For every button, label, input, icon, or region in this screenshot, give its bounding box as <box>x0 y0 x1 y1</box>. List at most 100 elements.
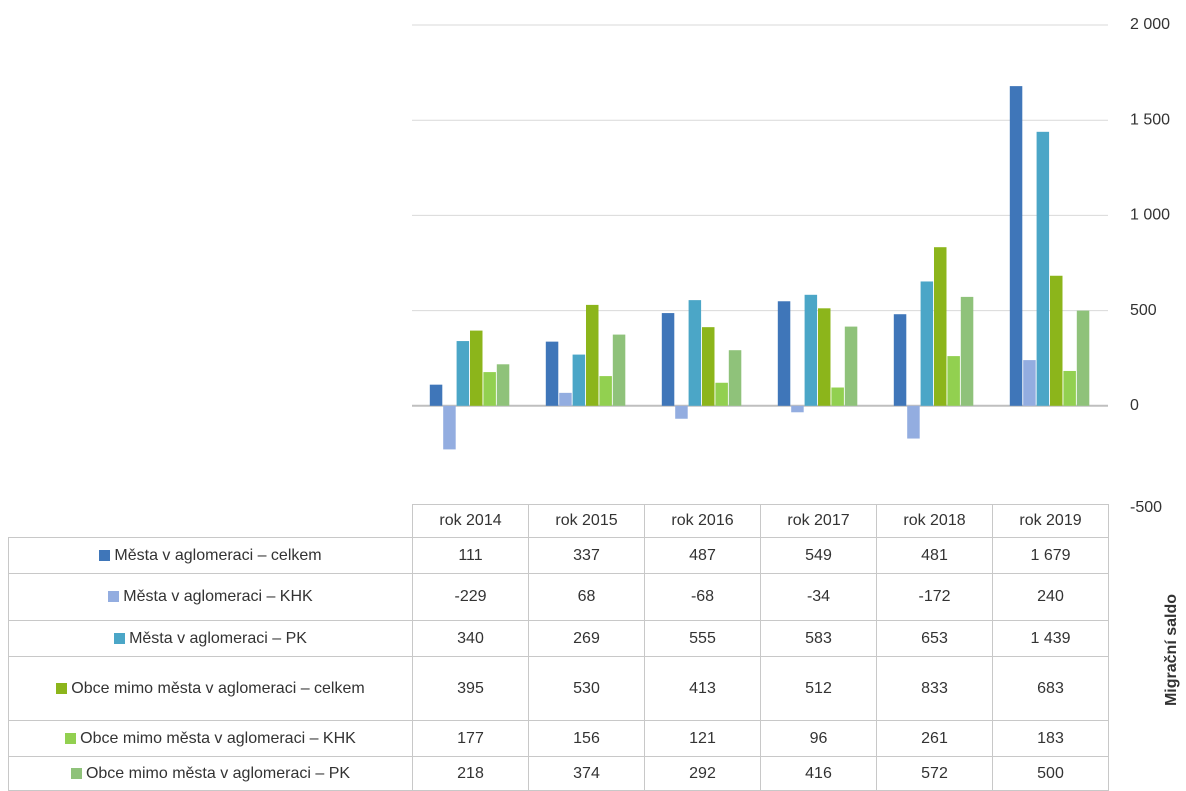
legend-entry: Města v aglomeraci – KHK <box>8 573 413 621</box>
bar <box>443 405 456 450</box>
bar <box>496 364 510 406</box>
table-value: 261 <box>876 720 993 757</box>
table-header: rok 2016 <box>644 504 761 538</box>
y-tick-label: 1 500 <box>1130 111 1170 128</box>
table-value: 374 <box>528 756 645 791</box>
table-value: 183 <box>992 720 1109 757</box>
bar <box>1076 310 1090 406</box>
bar <box>791 405 804 413</box>
y-tick-label: -500 <box>1130 499 1162 516</box>
table-value: 572 <box>876 756 993 791</box>
bar <box>728 350 742 406</box>
table-header: rok 2018 <box>876 504 993 538</box>
bar <box>483 372 496 406</box>
legend-swatch <box>114 632 126 644</box>
table-value: 555 <box>644 620 761 657</box>
table-value: 683 <box>992 656 1109 721</box>
bar <box>893 314 907 406</box>
bar <box>688 300 702 406</box>
y-axis-label: Migrační saldo <box>1163 594 1180 706</box>
legend-label: Obce mimo města v aglomeraci – KHK <box>80 729 356 747</box>
table-value: 292 <box>644 756 761 791</box>
bar <box>559 392 572 406</box>
legend-label: Obce mimo města v aglomeraci – PK <box>85 764 351 782</box>
table-value: 121 <box>644 720 761 757</box>
bar <box>1036 131 1050 406</box>
table-value: 337 <box>528 537 645 574</box>
legend-entry: Obce mimo města v aglomeraci – KHK <box>8 720 413 757</box>
table-value: 549 <box>760 537 877 574</box>
table-value: 240 <box>992 573 1109 621</box>
legend-swatch <box>65 732 77 744</box>
legend-label: Města v aglomeraci – celkem <box>114 546 322 564</box>
legend-label: Města v aglomeraci – PK <box>129 629 307 647</box>
bar <box>777 301 791 406</box>
table-value: 583 <box>760 620 877 657</box>
table-value: 111 <box>412 537 529 574</box>
table-value: 395 <box>412 656 529 721</box>
table-value: 512 <box>760 656 877 721</box>
table-value: 413 <box>644 656 761 721</box>
bar <box>612 334 626 406</box>
legend-label: Obce mimo města v aglomeraci – celkem <box>71 679 365 697</box>
y-tick-label: 2 000 <box>1130 16 1170 33</box>
bar <box>1023 360 1036 406</box>
bar <box>831 387 844 406</box>
y-tick-label: 500 <box>1130 302 1157 319</box>
legend-label: Města v aglomeraci – KHK <box>123 588 313 605</box>
bar <box>456 341 470 406</box>
table-value: 340 <box>412 620 529 657</box>
table-value: 416 <box>760 756 877 791</box>
table-value: 68 <box>528 573 645 621</box>
bar <box>1050 275 1063 406</box>
legend-swatch <box>99 549 111 561</box>
bar <box>661 313 675 406</box>
table-value: 218 <box>412 756 529 791</box>
bar <box>804 294 818 406</box>
bar <box>470 330 483 406</box>
y-tick-label: 1 000 <box>1130 207 1170 224</box>
bar <box>429 384 443 406</box>
bar <box>572 354 586 406</box>
table-value: 156 <box>528 720 645 757</box>
legend-entry: Obce mimo města v aglomeraci – PK <box>8 756 413 791</box>
bar <box>1009 86 1023 406</box>
bar <box>907 405 920 439</box>
legend-swatch <box>70 767 82 779</box>
table-header: rok 2019 <box>992 504 1109 538</box>
bar <box>960 296 974 406</box>
bar <box>947 356 960 406</box>
table-header: rok 2014 <box>412 504 529 538</box>
legend-entry: Města v aglomeraci – PK <box>8 620 413 657</box>
bar <box>934 247 947 406</box>
table-value: -34 <box>760 573 877 621</box>
y-tick-label: 0 <box>1130 397 1139 414</box>
table-value: -172 <box>876 573 993 621</box>
bar <box>675 405 688 419</box>
bar <box>586 304 599 406</box>
legend-swatch <box>108 591 120 603</box>
table-value: 530 <box>528 656 645 721</box>
table-header: rok 2017 <box>760 504 877 538</box>
table-value: -68 <box>644 573 761 621</box>
bar <box>599 376 612 406</box>
table-value: 833 <box>876 656 993 721</box>
table-value: 177 <box>412 720 529 757</box>
table-value: 487 <box>644 537 761 574</box>
bar <box>920 281 934 406</box>
table-value: 96 <box>760 720 877 757</box>
bar <box>844 326 858 406</box>
table-value: -229 <box>412 573 529 621</box>
table-value: 500 <box>992 756 1109 791</box>
legend-entry: Obce mimo města v aglomeraci – celkem <box>8 656 413 721</box>
legend-swatch <box>56 682 68 694</box>
table-value: 1 679 <box>992 537 1109 574</box>
legend-entry: Města v aglomeraci – celkem <box>8 537 413 574</box>
bar <box>702 327 715 406</box>
table-value: 269 <box>528 620 645 657</box>
table-value: 481 <box>876 537 993 574</box>
bar <box>715 382 728 406</box>
bar <box>1063 370 1076 406</box>
